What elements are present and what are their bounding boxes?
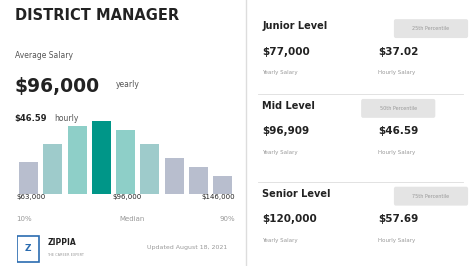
Text: $96,909: $96,909: [263, 126, 310, 136]
Bar: [68, 126, 87, 194]
Bar: [140, 144, 159, 194]
Text: Updated August 18, 2021: Updated August 18, 2021: [146, 245, 227, 250]
Text: Hourly Salary: Hourly Salary: [378, 70, 416, 76]
Text: 10%: 10%: [17, 216, 32, 222]
Text: 75th Percentile: 75th Percentile: [412, 194, 449, 199]
Text: hourly: hourly: [54, 114, 79, 123]
Text: THE CAREER EXPERT: THE CAREER EXPERT: [47, 253, 84, 257]
Text: Yearly Salary: Yearly Salary: [263, 70, 298, 76]
Text: ZIPPIA: ZIPPIA: [47, 238, 76, 247]
Text: $77,000: $77,000: [263, 47, 310, 57]
Text: DISTRICT MANAGER: DISTRICT MANAGER: [15, 8, 179, 23]
FancyBboxPatch shape: [361, 99, 435, 118]
Text: Mid Level: Mid Level: [263, 101, 315, 111]
Text: $96,000: $96,000: [112, 194, 142, 200]
Text: Hourly Salary: Hourly Salary: [378, 150, 416, 155]
FancyBboxPatch shape: [394, 187, 468, 206]
Text: 50th Percentile: 50th Percentile: [380, 106, 417, 111]
Text: yearly: yearly: [116, 80, 140, 89]
Text: $120,000: $120,000: [263, 214, 317, 224]
Bar: [213, 176, 232, 194]
FancyBboxPatch shape: [394, 19, 468, 38]
Text: Hourly Salary: Hourly Salary: [378, 238, 416, 243]
Text: Z: Z: [25, 244, 31, 253]
Text: $46.59: $46.59: [15, 114, 47, 123]
FancyBboxPatch shape: [17, 236, 39, 262]
Text: $57.69: $57.69: [378, 214, 419, 224]
Bar: [44, 144, 63, 194]
Text: Junior Level: Junior Level: [263, 21, 328, 31]
Text: Median: Median: [119, 216, 145, 222]
Bar: [116, 130, 135, 194]
Text: Yearly Salary: Yearly Salary: [263, 150, 298, 155]
Bar: [92, 121, 111, 194]
Text: Senior Level: Senior Level: [263, 189, 331, 199]
Text: $37.02: $37.02: [378, 47, 419, 57]
Bar: [189, 167, 208, 194]
Text: Average Salary: Average Salary: [15, 51, 73, 60]
Text: $96,000: $96,000: [15, 77, 100, 96]
Text: $63,000: $63,000: [17, 194, 46, 200]
Text: $146,000: $146,000: [201, 194, 235, 200]
Text: 25th Percentile: 25th Percentile: [412, 26, 449, 31]
Bar: [19, 162, 38, 194]
Text: 90%: 90%: [219, 216, 235, 222]
Text: Yearly Salary: Yearly Salary: [263, 238, 298, 243]
Bar: [164, 158, 183, 194]
Text: $46.59: $46.59: [378, 126, 419, 136]
